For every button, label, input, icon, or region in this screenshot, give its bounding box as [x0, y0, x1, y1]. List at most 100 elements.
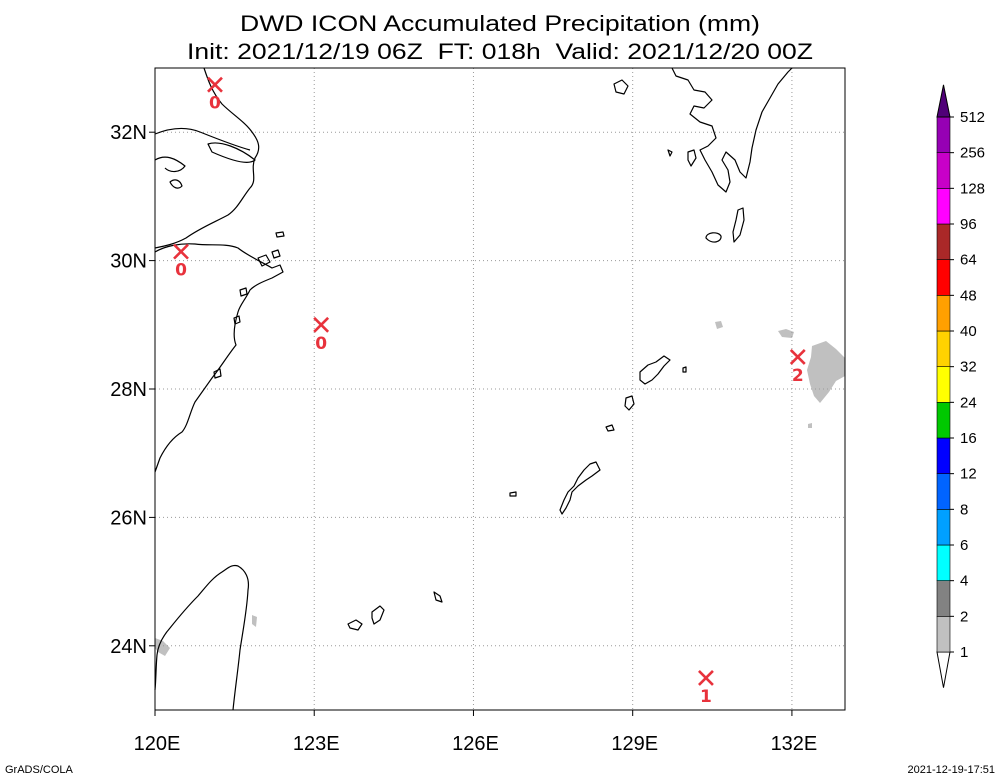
colorbar-segment: [936, 580, 951, 617]
footer-software: GrADS/COLA: [5, 764, 74, 776]
station-marker: 2: [789, 348, 806, 386]
colorbar-segment: [936, 188, 951, 225]
coast-okinoerabu: [605, 424, 615, 432]
precip-area-small-3: [808, 423, 812, 428]
map-title: DWD ICON Accumulated Precipitation (mm): [240, 11, 760, 36]
colorbar-label: 48: [960, 287, 977, 304]
colorbar-label: 16: [960, 430, 977, 447]
station-marker: 1: [698, 669, 714, 707]
lon-tick-label: 120E: [134, 733, 181, 755]
coast-taiwan: [154, 564, 250, 711]
colorbar-label: 96: [960, 216, 977, 233]
coast-china-north: [154, 67, 260, 249]
station-marker: 0: [207, 76, 223, 114]
colorbar-segment: [936, 223, 951, 260]
map-subtitle: Init: 2021/12/19 06Z FT: 018h Valid: 202…: [187, 39, 813, 64]
coast-zhoushan-2: [271, 249, 281, 259]
station-cross-stroke: [789, 348, 806, 365]
lon-tick-label: 129E: [611, 733, 658, 755]
colorbar-label: 6: [960, 537, 968, 554]
coast-islet-1: [239, 287, 248, 297]
lat-tick-label: 24N: [110, 636, 147, 658]
colorbar-segment: [936, 259, 951, 296]
coast-kikai-island: [682, 366, 687, 373]
colorbar-segment: [936, 402, 951, 439]
station-cross-stroke: [698, 669, 714, 686]
coast-okinawa: [559, 461, 601, 515]
colorbar-segment: [936, 366, 951, 403]
station-value: 2: [792, 366, 804, 386]
station-value: 0: [175, 261, 187, 281]
coast-zhejiang: [154, 243, 284, 473]
colorbar-label: 8: [960, 501, 968, 518]
coast-yangtze-bank: [154, 127, 251, 151]
station-value: 0: [209, 94, 221, 114]
colorbar-segment: [936, 330, 951, 367]
coast-kerama: [509, 491, 517, 497]
lat-tick-label: 30N: [110, 251, 147, 273]
coast-islet-3: [213, 368, 222, 379]
coast-river-channel: [154, 156, 186, 173]
colorbar-segment: [936, 473, 951, 510]
precip-area-small-1: [715, 321, 723, 329]
axis-ticks: [149, 131, 793, 716]
colorbar-label: 2: [960, 608, 968, 625]
coast-yakushima: [705, 232, 722, 243]
coast-ishigaki: [371, 605, 385, 625]
colorbar-label: 1: [960, 644, 968, 661]
precip-area-east: [807, 341, 845, 403]
coast-zhoushan-3: [275, 231, 285, 238]
lon-tick-label: 132E: [771, 733, 818, 755]
precipitation-shading: [155, 321, 845, 656]
station-value: 1: [700, 687, 712, 707]
map-frame: [154, 67, 846, 711]
coast-chongming-island: [207, 142, 256, 164]
lat-tick-label: 26N: [110, 507, 147, 529]
coast-amami-oshima: [639, 355, 671, 385]
lon-tick-label: 126E: [452, 733, 499, 755]
coastlines: [154, 67, 793, 711]
colorbar-label: 12: [960, 466, 977, 483]
precip-area-small-2: [778, 329, 794, 338]
colorbar-segment: [936, 437, 951, 474]
precip-area-taiwan-east: [252, 615, 257, 627]
colorbar-segment: [936, 616, 951, 653]
colorbar-segment: [936, 509, 951, 546]
colorbar-segment: [936, 544, 951, 581]
station-cross-stroke: [173, 243, 189, 260]
axis-labels: 120E 123E 126E 129E 132E 24N 26N 28N 30N 32N: [110, 122, 817, 755]
lon-tick-label: 123E: [293, 733, 340, 755]
coast-tokunoshima: [624, 395, 635, 411]
colorbar-label: 32: [960, 359, 977, 376]
footer-timestamp: 2021-12-19-17:51: [908, 764, 995, 776]
station-markers: 0 0 0 2 1: [173, 76, 806, 707]
station-cross-stroke: [313, 316, 330, 333]
colorbar-segment: [936, 295, 951, 332]
station-cross-stroke: [207, 76, 223, 93]
coast-lake: [169, 179, 183, 189]
colorbar-label: 64: [960, 252, 977, 269]
graticule: [155, 68, 845, 710]
precip-area-taiwan-west: [155, 638, 170, 656]
coast-goto-island: [613, 79, 629, 95]
coast-islet-4: [667, 149, 673, 157]
colorbar-label: 40: [960, 323, 977, 340]
station-value: 0: [315, 334, 327, 354]
coast-islet-2: [233, 315, 241, 325]
coast-koshiki-island: [687, 149, 697, 167]
colorbar-label: 256: [960, 145, 985, 162]
colorbar-over-triangle: [936, 84, 951, 118]
lat-tick-label: 28N: [110, 379, 147, 401]
coast-kyushu: [671, 67, 793, 193]
colorbar-under-triangle: [936, 651, 951, 688]
coast-tanegashima: [732, 207, 745, 243]
coast-miyako: [433, 591, 443, 603]
coast-iriomote: [347, 619, 363, 631]
lat-tick-label: 32N: [110, 122, 147, 144]
coast-zhoushan-1: [257, 254, 271, 267]
colorbar-label: 512: [960, 109, 985, 126]
station-marker: 0: [313, 316, 330, 354]
colorbar-label: 128: [960, 180, 985, 197]
